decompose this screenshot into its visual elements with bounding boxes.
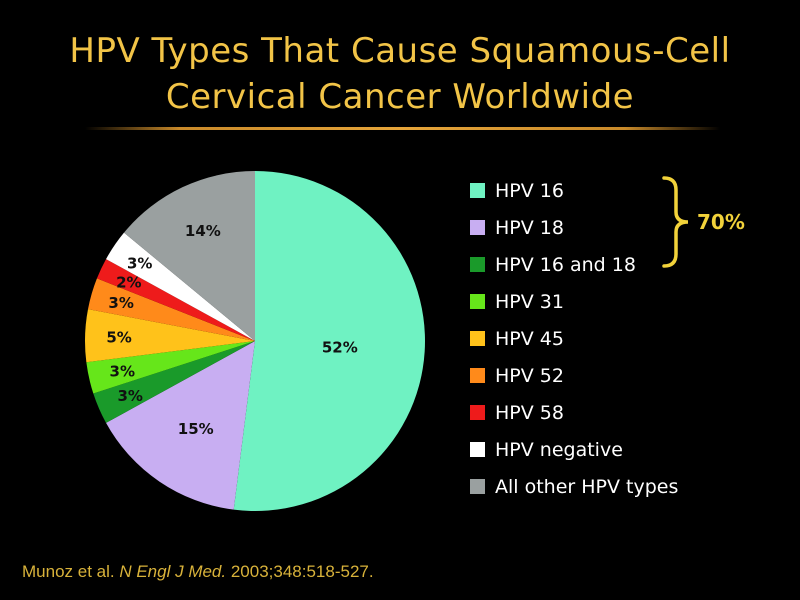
- legend-swatch: [470, 257, 485, 272]
- legend-item: HPV 31: [470, 283, 790, 320]
- legend-swatch: [470, 368, 485, 383]
- pie-slice-label: 3%: [117, 387, 142, 405]
- legend-label: HPV 18: [495, 216, 564, 239]
- pie-slice-label: 52%: [322, 338, 358, 356]
- legend-item: HPV 45: [470, 320, 790, 357]
- bracket-label: 70%: [697, 210, 745, 234]
- legend-swatch: [470, 442, 485, 457]
- legend-item: HPV negative: [470, 431, 790, 468]
- legend-item: HPV 18: [470, 209, 790, 246]
- title-line-1: HPV Types That Cause Squamous-Cell: [69, 31, 731, 71]
- slide-title: HPV Types That Cause Squamous-Cell Cervi…: [0, 28, 800, 120]
- pie-slice-label: 15%: [178, 420, 214, 438]
- citation-ref: 2003;348:518-527.: [230, 562, 374, 581]
- title-divider: [85, 127, 720, 130]
- title-line-2: Cervical Cancer Worldwide: [165, 77, 635, 117]
- pie-slice-label: 14%: [185, 222, 221, 240]
- pie-slice-hpv-52: [88, 278, 255, 341]
- citation-journal: N Engl J Med.: [119, 562, 227, 581]
- pie-slice-hpv-negative: [106, 232, 255, 341]
- legend-label: HPV 16 and 18: [495, 253, 636, 276]
- chart-legend: HPV 16 HPV 18 HPV 16 and 18 HPV 31 HPV 4…: [470, 172, 790, 505]
- pie-slice-hpv-58: [96, 259, 256, 341]
- legend-label: HPV negative: [495, 438, 623, 461]
- legend-swatch: [470, 183, 485, 198]
- pie-slice-all-other-hpv-types: [124, 171, 255, 341]
- legend-item: HPV 16 and 18: [470, 246, 790, 283]
- pie-slice-label: 5%: [106, 329, 131, 347]
- pie-slice-hpv-31: [86, 341, 255, 394]
- legend-label: HPV 58: [495, 401, 564, 424]
- legend-swatch: [470, 294, 485, 309]
- legend-label: HPV 45: [495, 327, 564, 350]
- pie-slice-label: 3%: [108, 294, 133, 312]
- pie-slice-label: 2%: [116, 274, 141, 292]
- legend-swatch: [470, 479, 485, 494]
- pie-slice-label: 3%: [127, 255, 152, 273]
- legend-item: All other HPV types: [470, 468, 790, 505]
- curly-brace-icon: [662, 176, 689, 268]
- legend-label: HPV 31: [495, 290, 564, 313]
- pie-slice-label: 3%: [110, 363, 135, 381]
- pie-slice-hpv-16-and-18: [93, 341, 255, 423]
- legend-swatch: [470, 220, 485, 235]
- pie-slice-hpv-16: [233, 171, 425, 511]
- legend-swatch: [470, 331, 485, 346]
- pie-slice-hpv-45: [85, 309, 255, 363]
- legend-label: All other HPV types: [495, 475, 679, 498]
- legend-label: HPV 16: [495, 179, 564, 202]
- legend-item: HPV 16: [470, 172, 790, 209]
- legend-swatch: [470, 405, 485, 420]
- citation-authors: Munoz et al.: [22, 562, 115, 581]
- legend-item: HPV 52: [470, 357, 790, 394]
- citation: Munoz et al. N Engl J Med. 2003;348:518-…: [22, 562, 374, 582]
- legend-label: HPV 52: [495, 364, 564, 387]
- pie-slice-hpv-18: [106, 341, 255, 510]
- legend-item: HPV 58: [470, 394, 790, 431]
